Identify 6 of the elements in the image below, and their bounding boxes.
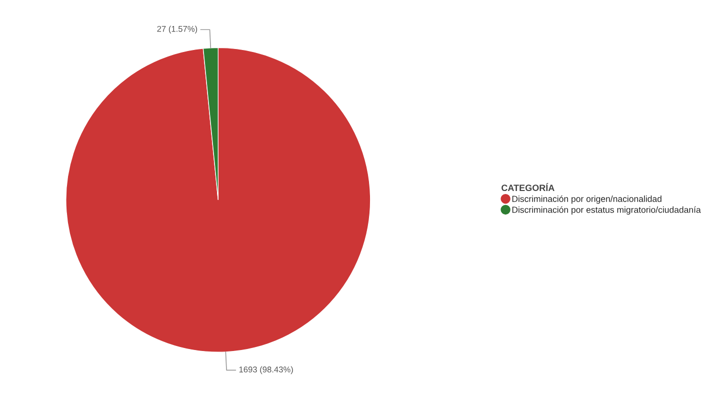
legend-label: Discriminación por estatus migratorio/ciudadanía [512,206,701,215]
legend-label: Discriminación por origen/nacionalidad [512,195,662,204]
data-label: 27 (1.57%) [157,26,198,34]
pie-slice [66,47,371,352]
legend-title: CATEGORÍA [502,182,554,192]
data-label: 1693 (98.43%) [239,366,293,374]
